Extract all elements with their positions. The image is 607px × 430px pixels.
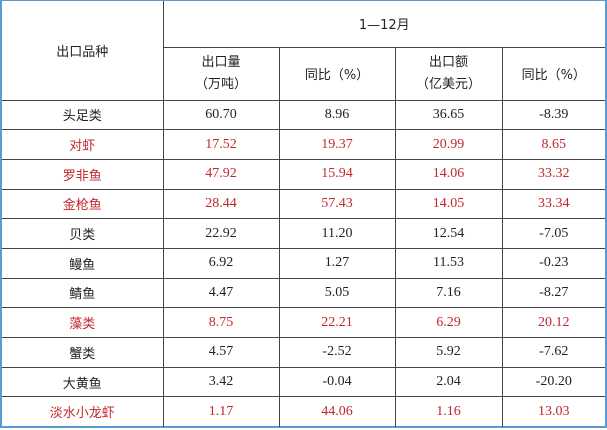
value-cell: 6.29: [394, 307, 503, 338]
volume-cell: 60.70: [162, 99, 280, 131]
value-cell: 36.65: [394, 99, 503, 131]
volume-header: 出口量 （万吨）: [162, 46, 280, 101]
table-row: 金枪鱼 28.44 57.43 14.05 33.34: [2, 188, 606, 220]
value-yoy-cell: 33.34: [501, 188, 606, 220]
value-yoy-header: 同比（%）: [501, 46, 606, 101]
value-cell: 1.16: [394, 396, 503, 427]
volume-yoy-cell: 57.43: [278, 188, 396, 220]
volume-yoy-cell: 44.06: [278, 396, 396, 427]
volume-cell: 8.75: [162, 307, 280, 338]
value-yoy-cell: -8.39: [501, 99, 606, 131]
table-row: 对虾 17.52 19.37 20.99 8.65: [2, 129, 606, 160]
value-cell: 12.54: [394, 218, 503, 249]
value-yoy-cell: -20.20: [501, 366, 606, 398]
product-name-cell: 鳗鱼: [2, 247, 164, 279]
product-name-cell: 金枪鱼: [2, 188, 164, 220]
value-yoy-cell: 20.12: [501, 307, 606, 338]
period-header: 1—12月: [162, 1, 606, 48]
value-cell: 14.06: [394, 158, 503, 190]
value-header-unit: （亿美元）: [415, 76, 481, 92]
table-row: 大黄鱼 3.42 -0.04 2.04 -20.20: [2, 366, 606, 398]
volume-cell: 3.42: [162, 366, 280, 398]
volume-yoy-cell: 11.20: [278, 218, 396, 249]
product-name-cell: 头足类: [2, 99, 164, 131]
category-header: 出口品种: [2, 1, 164, 101]
volume-cell: 6.92: [162, 247, 280, 279]
value-yoy-cell: -0.23: [501, 247, 606, 279]
volume-yoy-cell: -0.04: [278, 366, 396, 398]
volume-cell: 47.92: [162, 158, 280, 190]
product-name-cell: 淡水小龙虾: [2, 396, 164, 427]
table-row: 头足类 60.70 8.96 36.65 -8.39: [2, 99, 606, 131]
volume-yoy-cell: 22.21: [278, 307, 396, 338]
product-name-cell: 蟹类: [2, 337, 164, 368]
value-cell: 14.05: [394, 188, 503, 220]
table-row: 鲭鱼 4.47 5.05 7.16 -8.27: [2, 277, 606, 309]
table-row: 贝类 22.92 11.20 12.54 -7.05: [2, 218, 606, 249]
volume-yoy-cell: 19.37: [278, 129, 396, 160]
value-header-label: 出口额: [428, 54, 468, 70]
table-row: 蟹类 4.57 -2.52 5.92 -7.62: [2, 337, 606, 368]
volume-yoy-cell: -2.52: [278, 337, 396, 368]
volume-cell: 4.47: [162, 277, 280, 309]
product-name-cell: 罗非鱼: [2, 158, 164, 190]
volume-cell: 1.17: [162, 396, 280, 427]
value-header: 出口额 （亿美元）: [394, 46, 503, 101]
product-name-cell: 对虾: [2, 129, 164, 160]
value-cell: 2.04: [394, 366, 503, 398]
value-yoy-cell: 33.32: [501, 158, 606, 190]
table-row: 罗非鱼 47.92 15.94 14.06 33.32: [2, 158, 606, 190]
value-yoy-cell: 13.03: [501, 396, 606, 427]
volume-yoy-cell: 5.05: [278, 277, 396, 309]
table-row: 鳗鱼 6.92 1.27 11.53 -0.23: [2, 247, 606, 279]
volume-cell: 28.44: [162, 188, 280, 220]
volume-yoy-cell: 15.94: [278, 158, 396, 190]
value-cell: 20.99: [394, 129, 503, 160]
value-cell: 5.92: [394, 337, 503, 368]
value-yoy-cell: 8.65: [501, 129, 606, 160]
product-name-cell: 鲭鱼: [2, 277, 164, 309]
product-name-cell: 藻类: [2, 307, 164, 338]
value-yoy-cell: -7.62: [501, 337, 606, 368]
header-row-1: 出口品种 1—12月: [2, 1, 606, 101]
value-cell: 7.16: [394, 277, 503, 309]
volume-header-unit: （万吨）: [194, 76, 247, 92]
header-row-2: 出口量 （万吨） 同比（%） 出口额 （亿美元） 同比（%）: [2, 46, 606, 101]
volume-yoy-cell: 1.27: [278, 247, 396, 279]
product-name-cell: 大黄鱼: [2, 366, 164, 398]
value-yoy-cell: -7.05: [501, 218, 606, 249]
value-yoy-cell: -8.27: [501, 277, 606, 309]
product-name-cell: 贝类: [2, 218, 164, 249]
volume-cell: 17.52: [162, 129, 280, 160]
volume-yoy-header: 同比（%）: [278, 46, 396, 101]
volume-header-label: 出口量: [201, 54, 241, 70]
volume-yoy-cell: 8.96: [278, 99, 396, 131]
volume-cell: 22.92: [162, 218, 280, 249]
table-row: 淡水小龙虾 1.17 44.06 1.16 13.03: [2, 396, 606, 427]
value-cell: 11.53: [394, 247, 503, 279]
volume-cell: 4.57: [162, 337, 280, 368]
table-row: 藻类 8.75 22.21 6.29 20.12: [2, 307, 606, 338]
